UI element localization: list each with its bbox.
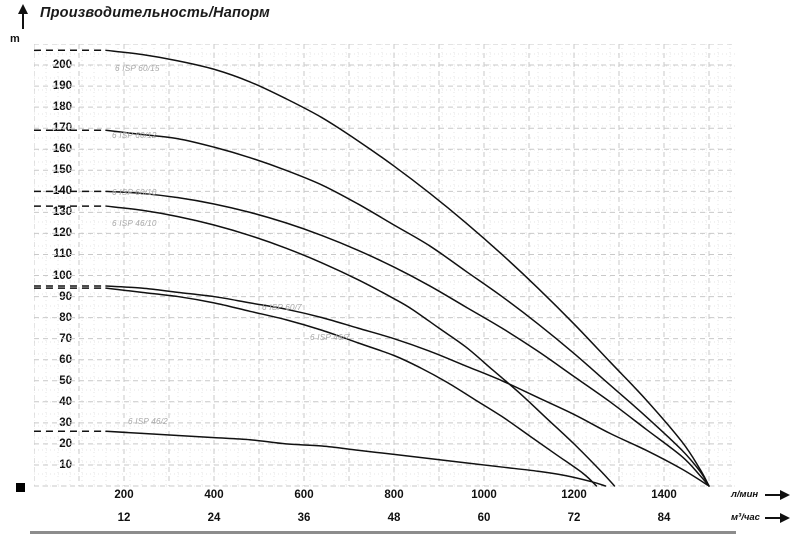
right-arrow-icon-secondary xyxy=(765,513,790,523)
curve-6-isp-60-12 xyxy=(34,129,710,487)
curve-solid-segment xyxy=(105,205,616,487)
curve-label: 6 ISP 46/10 xyxy=(112,219,157,228)
curve-6-isp-46-10 xyxy=(34,205,616,487)
curve-label: 6 ISP 46/7 xyxy=(310,333,350,342)
page-title: Производительность/Напорм xyxy=(40,5,270,21)
curve-label: 6 ISP 60/12 xyxy=(112,131,157,140)
curve-6-isp-46-2 xyxy=(34,430,607,487)
curve-6-isp-60-15 xyxy=(34,49,710,487)
curve-label: 6 ISP 60/10 xyxy=(112,188,157,197)
curve-solid-segment xyxy=(105,49,710,487)
x-axis-tick-label: 48 xyxy=(387,512,401,524)
curve-solid-segment xyxy=(105,430,607,487)
x-axis-tick-label: 600 xyxy=(294,489,314,501)
x-axis-tick-label: 84 xyxy=(657,512,671,524)
origin-square-marker xyxy=(16,483,25,492)
x-axis-tick-label: 800 xyxy=(384,489,404,501)
plot-area xyxy=(34,44,736,487)
axis-baseline xyxy=(30,531,736,534)
curve-label: 6 ISP 60/7 xyxy=(262,303,302,312)
curve-label: 6 ISP 60/15 xyxy=(115,64,160,73)
curve-6-isp-60-7 xyxy=(34,285,710,487)
x-axis-secondary-ticks: 12 24 36 48 60 72 84 xyxy=(0,512,796,528)
right-arrow-icon-primary xyxy=(765,490,790,500)
curve-6-isp-60-10 xyxy=(34,190,710,487)
x-axis-primary-unit: л/мин xyxy=(731,489,759,500)
curve-solid-segment xyxy=(105,190,710,487)
x-axis-secondary-unit: м³/час xyxy=(731,512,760,523)
x-axis-tick-label: 12 xyxy=(117,512,131,524)
x-axis-tick-label: 24 xyxy=(207,512,221,524)
x-axis-tick-label: 200 xyxy=(114,489,134,501)
curve-solid-segment xyxy=(105,287,598,487)
x-axis-tick-label: 60 xyxy=(477,512,491,524)
x-axis-tick-label: 36 xyxy=(297,512,311,524)
up-arrow-icon xyxy=(18,4,28,29)
curve-solid-segment xyxy=(105,285,710,487)
x-axis-tick-label: 400 xyxy=(204,489,224,501)
x-axis-primary-ticks: 200 400 600 800 1000 1200 1400 xyxy=(0,489,796,505)
x-axis-tick-label: 1000 xyxy=(471,489,497,501)
y-axis-unit-label: m xyxy=(10,33,20,45)
x-axis-tick-label: 1400 xyxy=(651,489,677,501)
curve-label: 6 ISP 46/2 xyxy=(128,417,168,426)
curve-solid-segment xyxy=(105,129,710,487)
x-axis-tick-label: 72 xyxy=(567,512,581,524)
x-axis-tick-label: 1200 xyxy=(561,489,587,501)
curve-6-isp-46-7 xyxy=(34,287,598,487)
